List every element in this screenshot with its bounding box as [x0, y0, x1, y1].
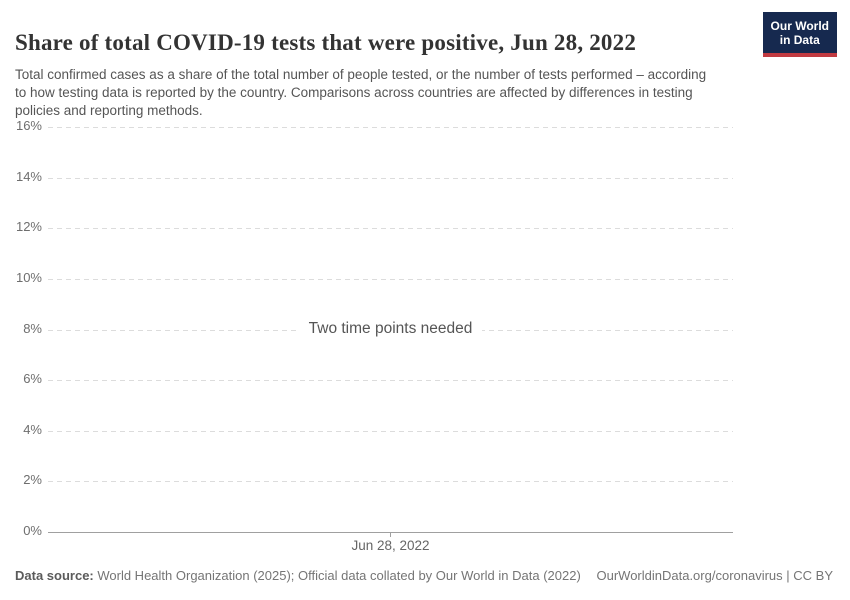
y-tick-label: 6% [23, 371, 42, 387]
footer: Data source: World Health Organization (… [15, 568, 833, 583]
gridline [48, 481, 733, 483]
y-tick-label: 12% [15, 219, 42, 235]
chart-subtitle: Total confirmed cases as a share of the … [15, 66, 707, 118]
gridline [48, 278, 733, 280]
data-source-value: World Health Organization (2025); Offici… [93, 568, 581, 583]
y-tick-label: 2% [23, 472, 42, 488]
y-tick-label: 0% [23, 523, 42, 538]
data-source-label: Data source: [15, 568, 94, 583]
empty-state-message: Two time points needed [298, 318, 483, 340]
gridline [48, 430, 733, 432]
y-tick-label: 14% [15, 168, 42, 184]
license-link[interactable]: OurWorldinData.org/coronavirus | CC BY [596, 568, 833, 583]
gridline [48, 228, 733, 230]
y-tick-label: 4% [23, 421, 42, 437]
owid-logo[interactable]: Our World in Data [762, 12, 837, 57]
owid-logo-line2: in Data [779, 33, 820, 48]
x-axis-label: Jun 28, 2022 [351, 538, 430, 553]
gridline [48, 380, 733, 382]
gridline [48, 127, 733, 128]
x-axis-tick [390, 532, 391, 537]
data-source: Data source: World Health Organization (… [15, 568, 581, 583]
chart-title: Share of total COVID-19 tests that were … [15, 30, 637, 56]
owid-logo-line1: Our World [770, 19, 829, 33]
gridline [48, 177, 733, 179]
y-tick-label: 10% [15, 269, 42, 285]
y-tick-label: 8% [23, 320, 42, 336]
y-tick-label: 16% [15, 118, 42, 133]
